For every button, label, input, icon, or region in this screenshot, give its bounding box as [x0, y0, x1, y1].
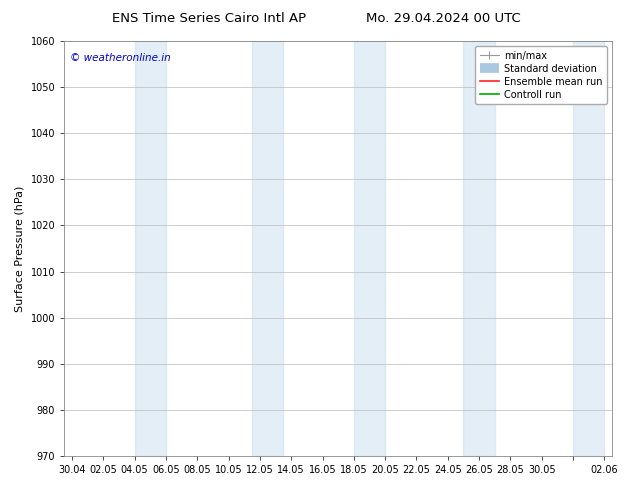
- Bar: [252, 41, 283, 456]
- Legend: min/max, Standard deviation, Ensemble mean run, Controll run: min/max, Standard deviation, Ensemble me…: [475, 46, 607, 104]
- Text: © weatheronline.in: © weatheronline.in: [70, 53, 171, 64]
- Text: ENS Time Series Cairo Intl AP: ENS Time Series Cairo Intl AP: [112, 12, 306, 25]
- Y-axis label: Surface Pressure (hPa): Surface Pressure (hPa): [15, 185, 25, 312]
- Bar: [463, 41, 495, 456]
- Bar: [573, 41, 604, 456]
- Text: Mo. 29.04.2024 00 UTC: Mo. 29.04.2024 00 UTC: [366, 12, 521, 25]
- Bar: [134, 41, 166, 456]
- Bar: [354, 41, 385, 456]
